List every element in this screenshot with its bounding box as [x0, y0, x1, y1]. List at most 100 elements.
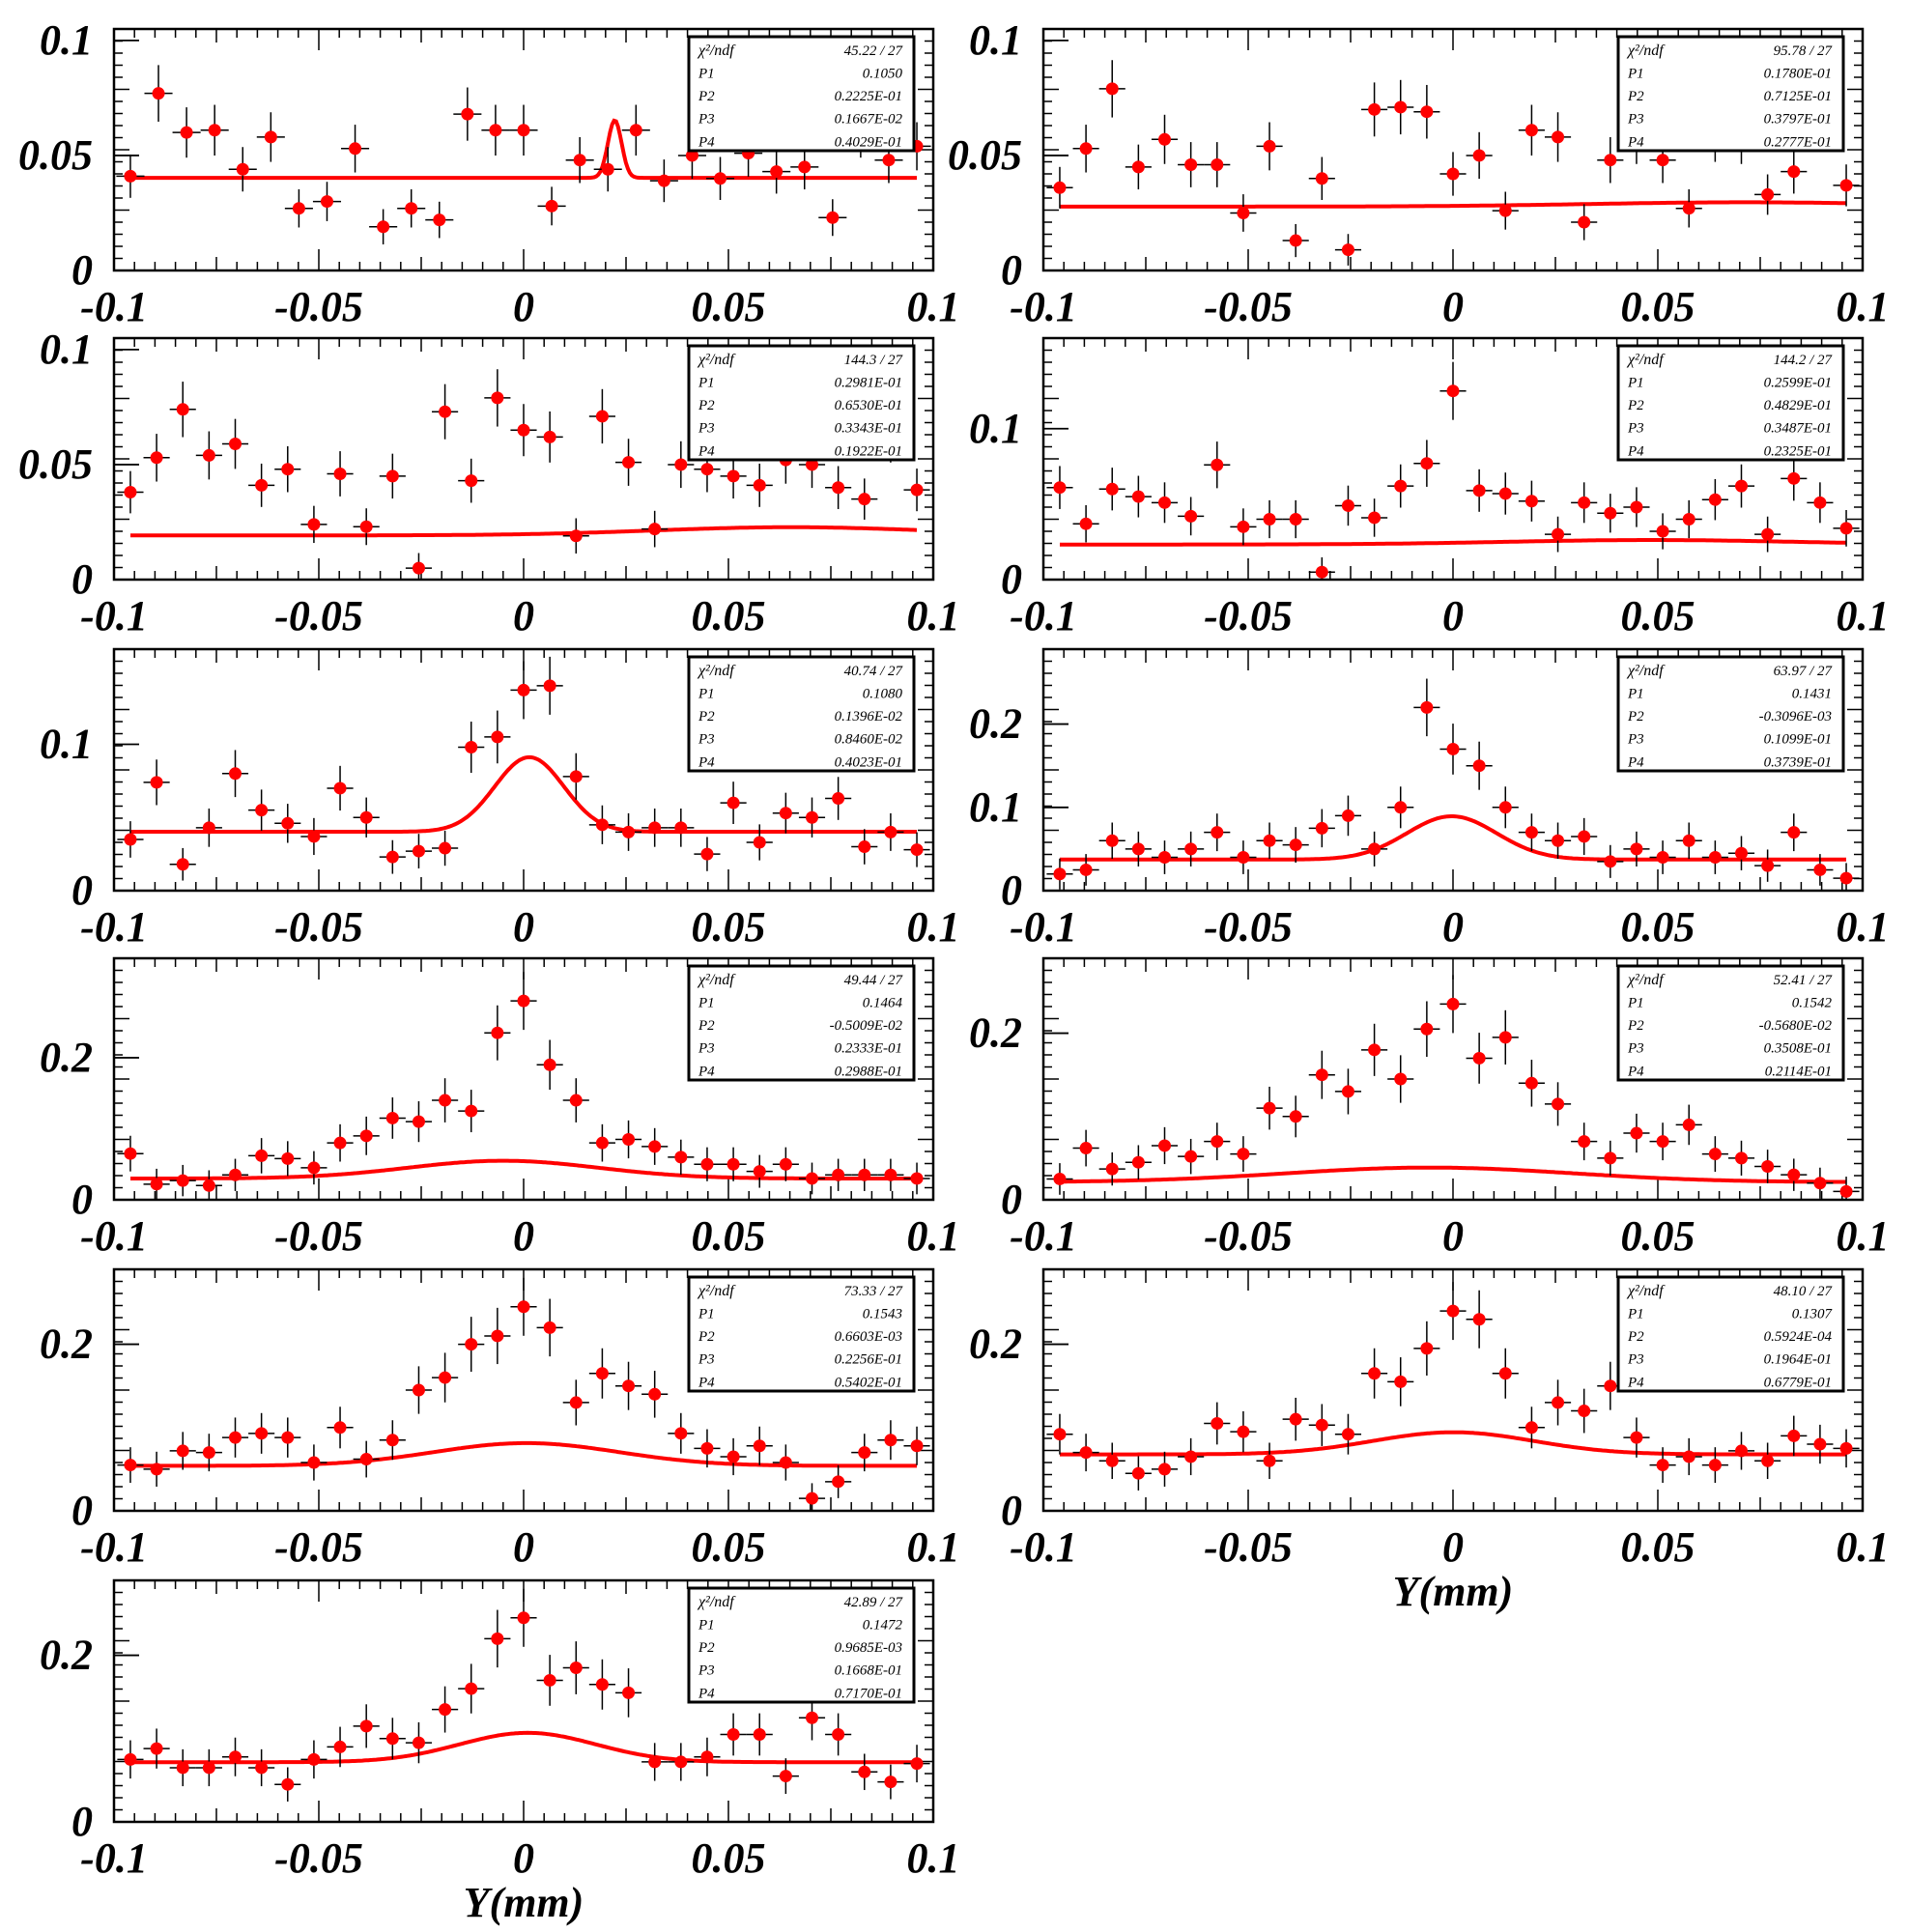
data-point [746, 824, 773, 861]
param-label: P3 [1627, 732, 1644, 748]
data-point [117, 821, 144, 858]
chi2-label: χ²/ndf [1626, 43, 1666, 59]
data-point [405, 834, 433, 868]
chi2-label: χ²/ndf [1626, 663, 1666, 679]
data-point [228, 147, 257, 192]
param-label: P2 [1627, 89, 1644, 104]
data-point [1701, 478, 1728, 521]
data-point [248, 463, 275, 507]
plot-panel-10: -0.1 -0.05 0 0.05 0.1 0 0.2 χ²/ndf 48.10 / 27 P1 0… [969, 1267, 1890, 1615]
fit-curve [130, 118, 917, 181]
data-point [877, 1158, 904, 1191]
data-point [1204, 142, 1231, 187]
param-value: 0.2981E-01 [835, 375, 902, 390]
y-tick-label: 0 [71, 1176, 93, 1223]
data-point [1833, 863, 1860, 891]
data-point [1308, 556, 1335, 580]
y-tick-label: 0 [71, 1798, 93, 1845]
data-point [1046, 858, 1073, 890]
data-point [172, 107, 201, 158]
data-point [746, 1426, 773, 1465]
data-point [1833, 164, 1860, 207]
data-point [1518, 480, 1545, 522]
x-tick-label: -0.05 [1204, 903, 1293, 951]
data-point [1833, 1177, 1860, 1200]
plot-panel-8: -0.1 -0.05 0 0.05 0.1 0 0.2 χ²/ndf 52.41 / 27 P1 0… [969, 956, 1890, 1260]
chi2-label: χ²/ndf [697, 972, 736, 988]
chi2-label: χ²/ndf [697, 352, 736, 368]
plot-panel-9: -0.1 -0.05 0 0.05 0.1 0 0.2 χ²/ndf 73.33 / 27 P1 0… [40, 1267, 960, 1571]
data-point [614, 812, 642, 851]
data-point [1098, 1442, 1125, 1480]
data-point [369, 209, 398, 245]
data-point [614, 1668, 642, 1718]
x-tick-label: -0.05 [1204, 1212, 1293, 1260]
data-point [458, 1663, 485, 1714]
x-tick-label: 0.1 [907, 903, 960, 951]
data-point [425, 201, 454, 239]
x-tick-label: 0.05 [1621, 1523, 1695, 1571]
data-point [798, 1162, 826, 1195]
data-point [432, 830, 459, 867]
param-value: 0.1472 [863, 1617, 903, 1633]
data-point [195, 1170, 222, 1200]
x-tick-label: 0.1 [907, 283, 960, 330]
param-value: 0.4029E-01 [835, 134, 902, 150]
x-tick-label: 0.1 [1837, 1212, 1890, 1260]
data-point [877, 1420, 904, 1461]
param-value: 0.1431 [1792, 686, 1832, 701]
data-point [1781, 813, 1808, 852]
fit-curve [130, 525, 918, 538]
data-point [405, 553, 433, 580]
param-value: 0.6779E-01 [1764, 1375, 1832, 1390]
data-point [1571, 1122, 1598, 1161]
data-point [117, 1740, 144, 1779]
data-point [536, 1039, 563, 1091]
data-point [432, 384, 459, 440]
x-tick-label: 0 [1442, 1523, 1464, 1571]
data-point [169, 1432, 196, 1470]
data-point [300, 817, 328, 856]
data-point [1361, 831, 1388, 867]
data-point [825, 466, 852, 510]
data-point [1701, 1136, 1728, 1173]
data-point [379, 1420, 406, 1461]
param-value: 0.5924E-04 [1764, 1329, 1833, 1345]
x-tick-label: -0.1 [1010, 903, 1077, 951]
x-tick-label: -0.05 [1204, 283, 1293, 330]
data-point [484, 1609, 511, 1668]
param-label: P3 [698, 732, 715, 748]
data-point [1204, 1402, 1231, 1445]
data-point [300, 1444, 328, 1481]
data-point [221, 1158, 249, 1191]
data-point [432, 1078, 459, 1122]
data-point [1623, 487, 1650, 527]
data-point [720, 1437, 747, 1476]
data-point [248, 1138, 275, 1174]
data-point [300, 1151, 328, 1185]
x-tick-label: -0.1 [1010, 592, 1077, 639]
y-tick-label: 0.1 [969, 783, 1022, 831]
data-point [1204, 1122, 1231, 1161]
fit-curve [1060, 200, 1846, 209]
data-point [1781, 1415, 1808, 1457]
data-point [1727, 464, 1755, 508]
data-point [143, 1451, 170, 1487]
data-point [284, 188, 313, 228]
data-point [169, 382, 196, 438]
param-value: -0.5680E-02 [1759, 1018, 1833, 1034]
data-point [720, 781, 747, 824]
data-point [621, 104, 650, 156]
param-value: 0.2256E-01 [835, 1352, 902, 1368]
data-point [169, 847, 196, 881]
data-point [432, 1686, 459, 1733]
data-point [1675, 499, 1702, 539]
chi2-value: 42.89 / 27 [844, 1595, 904, 1610]
data-point [537, 186, 566, 226]
y-tick-label: 0.05 [18, 131, 93, 179]
x-tick-label: 0 [1442, 592, 1464, 639]
data-point [1518, 813, 1545, 852]
data-point [851, 829, 878, 865]
data-point [1046, 1163, 1073, 1195]
param-value: 0.1464 [863, 995, 903, 1010]
